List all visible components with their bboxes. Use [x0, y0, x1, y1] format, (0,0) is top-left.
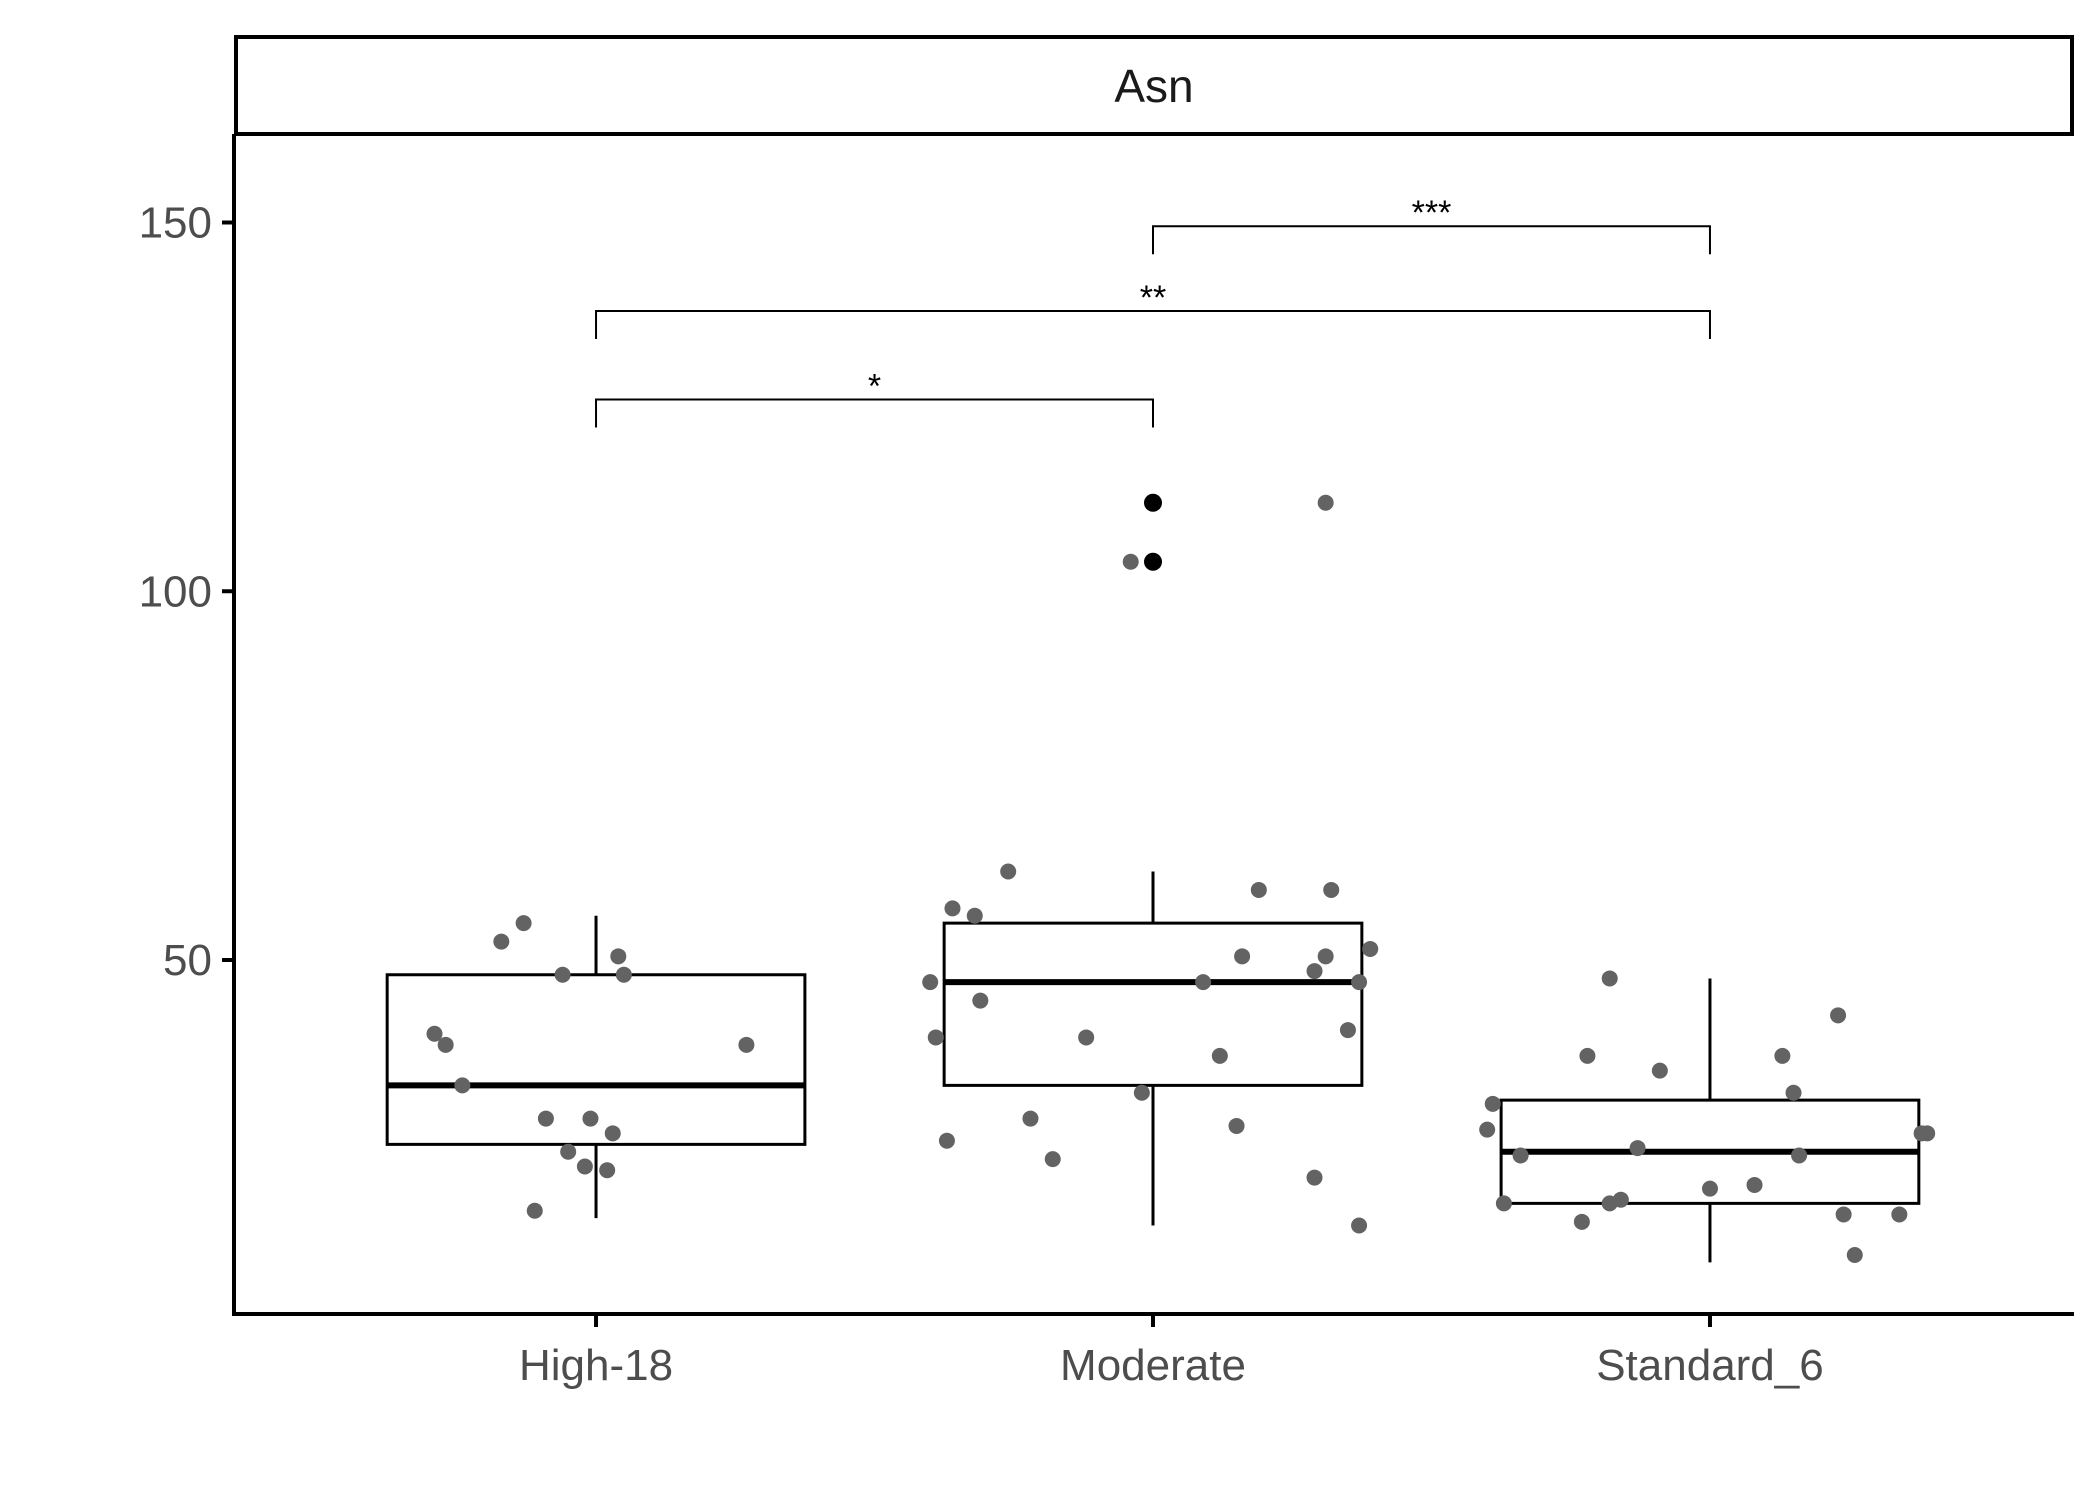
data-point — [1317, 948, 1334, 965]
data-point — [1746, 1176, 1763, 1193]
comparison-bracket — [595, 398, 1154, 428]
data-point — [1484, 1095, 1501, 1112]
data-point — [1133, 1084, 1150, 1101]
data-point — [1612, 1191, 1629, 1208]
data-point — [1211, 1047, 1228, 1064]
data-point — [615, 966, 632, 983]
data-point — [938, 1132, 955, 1149]
data-point — [1044, 1151, 1061, 1168]
y-axis-ticks: 50 100 150 — [139, 199, 234, 985]
data-point — [1579, 1047, 1596, 1064]
data-point — [1306, 963, 1323, 980]
data-point — [1234, 948, 1251, 965]
data-point — [599, 1162, 616, 1179]
data-point — [1250, 881, 1267, 898]
data-point — [1791, 1147, 1808, 1164]
data-point — [1351, 974, 1368, 991]
y-tick-label: 100 — [139, 567, 212, 616]
data-point — [927, 1029, 944, 1046]
data-point — [1846, 1247, 1863, 1263]
facet-strip-title: Asn — [1114, 60, 1193, 112]
y-tick-label: 150 — [139, 199, 212, 248]
x-axis-ticks: High-18 Moderate Standard_6 — [519, 1314, 1824, 1390]
data-point — [1195, 974, 1212, 991]
data-point — [576, 1158, 593, 1175]
box-iqr — [942, 921, 1364, 1087]
data-point — [944, 900, 961, 917]
significance-label: * — [868, 368, 881, 406]
data-point — [1306, 1169, 1323, 1186]
data-point — [604, 1125, 621, 1142]
data-point — [1919, 1125, 1936, 1142]
x-tick-label: Standard_6 — [1596, 1341, 1824, 1390]
data-point — [1601, 970, 1618, 987]
data-point — [1323, 881, 1340, 898]
x-tick-label: Moderate — [1060, 1341, 1246, 1390]
data-point — [1122, 553, 1139, 570]
comparison-bracket — [1152, 225, 1711, 255]
data-point — [1000, 863, 1017, 880]
data-point — [1479, 1121, 1496, 1138]
data-point — [1651, 1062, 1668, 1079]
data-point — [1785, 1084, 1802, 1101]
data-point — [1339, 1022, 1356, 1039]
boxes — [385, 871, 1921, 1263]
data-point — [972, 992, 989, 1009]
data-point — [922, 974, 939, 991]
jitter-points — [426, 494, 1936, 1263]
data-point — [1573, 1213, 1590, 1230]
data-point — [1774, 1047, 1791, 1064]
data-point — [1891, 1206, 1908, 1223]
y-tick-label: 50 — [163, 936, 212, 985]
data-point — [738, 1036, 755, 1053]
data-point — [1228, 1117, 1245, 1134]
x-tick-label: High-18 — [519, 1341, 673, 1390]
data-point — [454, 1077, 471, 1094]
facet-strip-box — [234, 35, 2074, 136]
data-point — [515, 915, 532, 932]
data-point — [537, 1110, 554, 1127]
significance-label: *** — [1412, 194, 1452, 232]
data-point — [1351, 1217, 1368, 1234]
data-point — [493, 933, 510, 950]
data-point — [437, 1036, 454, 1053]
data-point — [554, 966, 571, 983]
data-point — [1512, 1147, 1529, 1164]
data-point — [1022, 1110, 1039, 1127]
outlier-point — [1144, 493, 1162, 512]
data-point — [610, 948, 627, 965]
data-point — [1830, 1007, 1847, 1024]
data-point — [1495, 1195, 1512, 1212]
data-point — [1317, 494, 1334, 511]
data-point — [1701, 1180, 1718, 1197]
data-point — [1835, 1206, 1852, 1223]
comparison-bracket — [595, 310, 1711, 339]
significance-brackets: ****** — [595, 194, 1711, 428]
data-point — [966, 907, 983, 924]
facet-strip: Asn — [234, 35, 2074, 136]
data-point — [426, 1025, 443, 1042]
data-point — [526, 1202, 543, 1219]
data-point — [1078, 1029, 1095, 1046]
data-point — [1362, 940, 1379, 957]
data-point — [560, 1143, 577, 1160]
significance-label: ** — [1140, 279, 1166, 317]
data-point — [582, 1110, 599, 1127]
outlier-point — [1144, 552, 1162, 571]
data-point — [1629, 1140, 1646, 1157]
outlier-points — [1144, 493, 1162, 571]
